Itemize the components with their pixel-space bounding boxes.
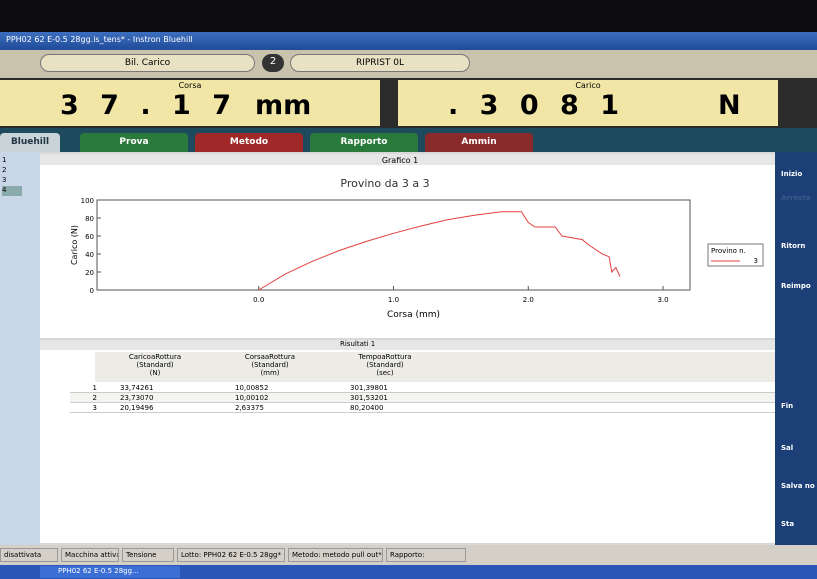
row-number: 2 <box>85 394 97 402</box>
specimen-item[interactable]: 4 <box>2 186 22 196</box>
status-field: disattivata <box>0 548 58 562</box>
y-tick-label: 60 <box>85 233 94 241</box>
legend-title: Provino n. <box>711 247 746 255</box>
column-header: CorsaaRottura <box>220 353 320 361</box>
y-tick-label: 80 <box>85 215 94 223</box>
panel-title: Grafico 1 <box>382 156 418 165</box>
x-tick-label: 2.0 <box>523 296 534 304</box>
readout-value: . 3 0 8 1 <box>448 90 625 121</box>
column-header: (sec) <box>335 369 435 377</box>
tab-bar: Bluehill Prova Metodo Rapporto Ammin <box>0 128 817 152</box>
status-field: Tensione <box>122 548 174 562</box>
readout-label: Carico <box>398 81 778 90</box>
readout-unit: N <box>718 90 741 121</box>
x-tick-label: 3.0 <box>657 296 668 304</box>
column-header: TempoaRottura <box>335 353 435 361</box>
app: PPH02 62 E-0.5 28gg.is_tens* - Instron B… <box>0 0 817 579</box>
side-button[interactable]: Sta <box>781 520 817 528</box>
table-cell: 33,74261 <box>120 384 153 392</box>
specimen-item[interactable]: 3 <box>2 176 22 186</box>
tab[interactable]: Bluehill <box>0 133 60 152</box>
table-cell: 80,20400 <box>350 404 383 412</box>
restore-button[interactable]: RIPRIST 0L <box>290 54 470 72</box>
row-number: 1 <box>85 384 97 392</box>
table-row <box>70 393 775 403</box>
table-cell: 301,53201 <box>350 394 388 402</box>
side-button[interactable]: Reimpo <box>781 282 817 290</box>
table-row <box>70 383 775 393</box>
legend-entry: 3 <box>754 257 758 265</box>
readout-value: 3 7 . 1 7 <box>60 90 237 121</box>
results-header <box>40 340 775 350</box>
screen: PPH02 62 E-0.5 28gg.is_tens* - Instron B… <box>0 0 817 579</box>
side-panel: Inizio Arresta Ritorn Reimpo Fin Sal Salva no S… <box>775 152 817 545</box>
chart-title: Provino da 3 a 3 <box>340 177 429 190</box>
table-cell: 2,63375 <box>235 404 264 412</box>
table-cell: 301,39801 <box>350 384 388 392</box>
y-axis-label: Carico (N) <box>70 225 79 265</box>
y-tick-label: 0 <box>90 287 94 295</box>
status-field: Rapporto: <box>386 548 466 562</box>
tab[interactable]: Rapporto <box>310 133 418 152</box>
step-number: 2 <box>262 54 284 72</box>
table-cell: 10,00852 <box>235 384 268 392</box>
status-field: Metodo: metodo pull out* <box>288 548 383 562</box>
x-axis-label: Corsa (mm) <box>387 310 440 320</box>
side-button[interactable]: Sal <box>781 444 817 452</box>
column-header: (N) <box>105 369 205 377</box>
y-tick-label: 20 <box>85 269 94 277</box>
column-header: (Standard) <box>105 361 205 369</box>
side-button[interactable]: Fin <box>781 402 817 410</box>
specimen-item[interactable]: 1 <box>2 156 22 166</box>
readout-label: Corsa <box>0 81 380 90</box>
status-field: Macchina attiva <box>61 548 119 562</box>
column-header: (mm) <box>220 369 320 377</box>
column-header: (Standard) <box>335 361 435 369</box>
tab[interactable]: Prova <box>80 133 188 152</box>
title-bar: PPH02 62 E-0.5 28gg.is_tens* - Instron B… <box>0 32 817 50</box>
results-title: Risultati 1 <box>340 340 375 348</box>
table-row <box>70 403 775 413</box>
taskbar-item[interactable]: PPH02 62 E-0.5 28gg... <box>40 566 180 578</box>
column-header: CaricoaRottura <box>105 353 205 361</box>
tab[interactable]: Metodo <box>195 133 303 152</box>
y-tick-label: 100 <box>81 197 94 205</box>
table-cell: 23,73070 <box>120 394 153 402</box>
tab[interactable]: Ammin <box>425 133 533 152</box>
x-tick-label: 1.0 <box>388 296 399 304</box>
column-header: (Standard) <box>220 361 320 369</box>
status-field: Lotto: PPH02 62 E-0.5 28gg* <box>177 548 285 562</box>
bezel <box>0 0 817 32</box>
x-tick-label: 0.0 <box>253 296 264 304</box>
chart-panel: Grafico 1 Provino da 3 a 3 0 20 40 60 80 100 0.0… <box>40 154 775 338</box>
side-button[interactable]: Inizio <box>781 170 817 178</box>
readout-unit: mm <box>255 90 311 121</box>
workspace: Grafico 1 Provino da 3 a 3 0 20 40 60 80 100 0.0… <box>40 152 775 545</box>
y-tick-label: 40 <box>85 251 94 259</box>
balance-button[interactable]: Bil. Carico <box>40 54 255 72</box>
toolbar: Bil. Carico 2 RIPRIST 0L <box>0 50 817 78</box>
taskbar: PPH02 62 E-0.5 28gg... <box>0 565 817 579</box>
side-button[interactable]: Arresta <box>781 194 817 202</box>
readout: Carico. 3 0 8 1 N <box>398 80 778 126</box>
table-cell: 10,00102 <box>235 394 268 402</box>
row-number: 3 <box>85 404 97 412</box>
side-button[interactable]: Ritorn <box>781 242 817 250</box>
side-button[interactable]: Salva no <box>781 482 817 490</box>
table-cell: 20,19496 <box>120 404 153 412</box>
specimen-item[interactable]: 2 <box>2 166 22 176</box>
